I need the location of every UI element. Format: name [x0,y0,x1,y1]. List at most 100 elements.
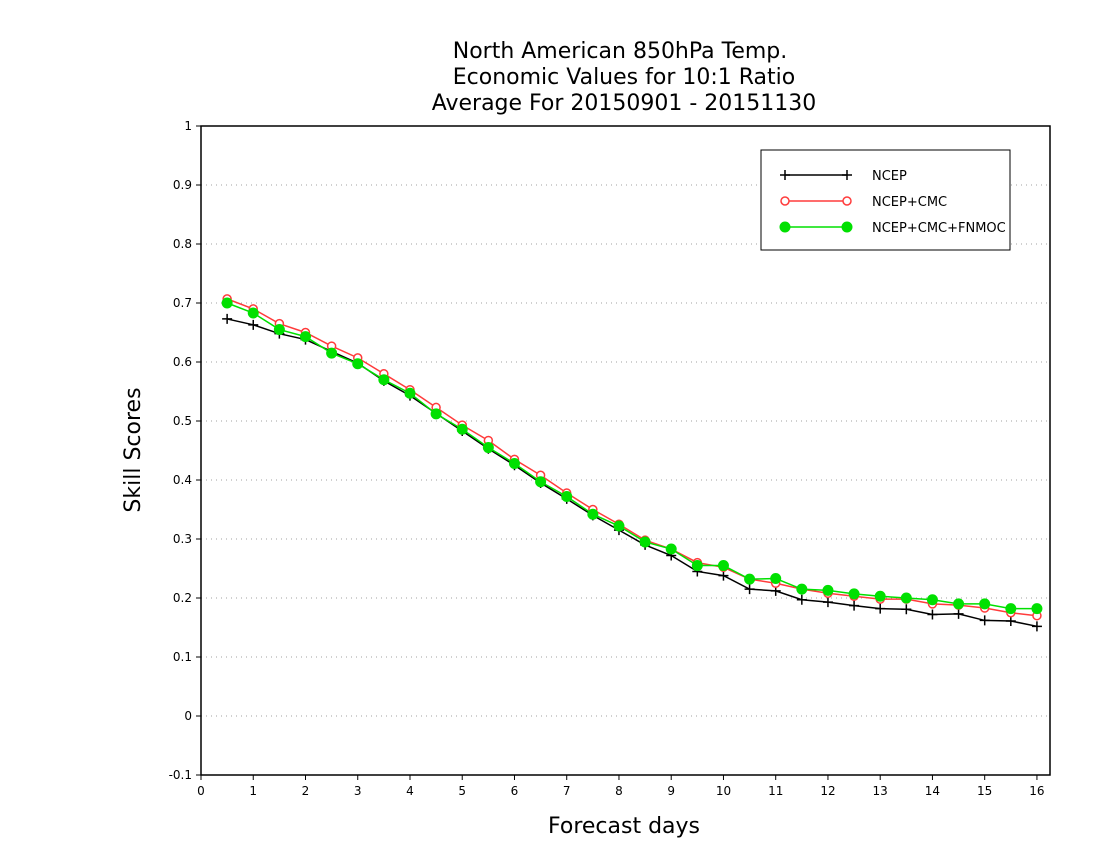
legend-label: NCEP [872,169,907,184]
series-ncep [222,313,1042,632]
x-tick-label: 14 [925,784,940,798]
y-tick-label: 0 [184,709,192,723]
legend-label: NCEP+CMC [872,195,947,210]
data-point [1005,616,1016,627]
series-line [226,318,1038,628]
legend-marker [842,196,852,206]
data-point [953,608,964,619]
legend-marker [780,196,790,206]
y-tick-label: 0.3 [173,532,192,546]
y-tick-label: 0.6 [173,355,192,369]
data-point [404,387,416,399]
data-point [221,297,233,309]
series-line [226,302,1037,610]
data-point [744,573,756,585]
data-point [691,560,703,572]
title-line-1: North American 850hPa Temp. [453,39,788,64]
data-point [1031,621,1042,632]
legend-label: NCEP+CMC+FNMOC [872,221,1006,236]
data-point [352,358,364,370]
data-point [326,347,338,359]
data-point [561,491,573,503]
legend-item: NCEP+CMC [780,195,947,210]
x-tick-label: 4 [406,784,414,798]
title-line-3: Average For 20150901 - 20151130 [432,91,817,116]
legend-box [760,149,1011,251]
gridlines [201,184,1050,717]
series-ncep-cmc [222,294,1042,621]
data-point [875,603,886,614]
x-tick-label: 15 [977,784,992,798]
series-line [226,298,1038,617]
data-point [822,584,834,596]
chart-title: North American 850hPa Temp. Economic Val… [432,39,817,116]
data-point [299,331,311,343]
legend-marker [780,170,790,180]
y-tick-label: 0.8 [173,237,192,251]
data-series [221,294,1043,632]
y-tick-label: 0.1 [173,650,192,664]
x-tick-label: 10 [716,784,731,798]
data-point [482,442,494,454]
y-tick-label: 0.2 [173,591,192,605]
data-point [1005,603,1017,615]
x-tick-label: 1 [249,784,257,798]
data-point [926,594,938,606]
data-point [796,583,808,595]
x-tick-label: 2 [302,784,310,798]
data-point [874,590,886,602]
data-point [639,536,651,548]
x-tick-label: 11 [768,784,783,798]
x-tick-labels: 0 1 2 3 4 5 6 7 8 9 10 11 12 13 14 15 16 [197,784,1044,798]
legend-marker [841,221,853,233]
series-ncep-cmc-fnmoc [221,297,1043,615]
data-point [979,615,990,626]
y-axis-title: Skill Scores [121,387,146,512]
x-tick-label: 13 [873,784,888,798]
axes [196,125,1051,780]
x-tick-label: 12 [820,784,835,798]
data-point [456,423,468,435]
x-tick-label: 9 [667,784,675,798]
data-point [378,374,390,386]
data-point [718,570,729,581]
x-tick-label: 6 [511,784,519,798]
data-point [901,604,912,615]
legend-item: NCEP+CMC+FNMOC [779,221,1006,236]
legend-marker [842,170,852,180]
data-point [587,508,599,520]
data-point [247,307,259,319]
x-tick-label: 5 [458,784,466,798]
data-point [849,600,860,611]
data-point [665,543,677,555]
y-tick-label: 1 [184,119,192,133]
data-point [613,520,625,532]
legend-item: NCEP [780,169,907,184]
y-tick-label: -0.1 [169,768,192,782]
data-point [927,609,938,620]
data-point [848,588,860,600]
x-tick-label: 8 [615,784,623,798]
x-tick-label: 0 [197,784,205,798]
data-point [744,584,755,595]
title-line-2: Economic Values for 10:1 Ratio [453,65,795,90]
data-point [717,560,729,572]
data-point [273,324,285,336]
data-point [822,597,833,608]
x-tick-label: 3 [354,784,362,798]
plot-frame [200,125,1051,776]
y-tick-label: 0.7 [173,296,192,310]
data-point [900,592,912,604]
data-point [979,598,991,610]
y-tick-labels: -0.1 0 0.1 0.2 0.3 0.4 0.5 0.6 0.7 0.8 0.9 1 [169,119,192,782]
legend: NCEP NCEP+CMC NCEP+CMC+FNMOC [760,149,1011,251]
data-point [430,408,442,420]
data-point [953,598,965,610]
data-point [222,313,233,324]
x-axis-title: Forecast days [548,814,700,839]
data-point [508,457,520,469]
y-tick-label: 0.4 [173,473,192,487]
y-tick-label: 0.5 [173,414,192,428]
data-point [1031,603,1043,615]
